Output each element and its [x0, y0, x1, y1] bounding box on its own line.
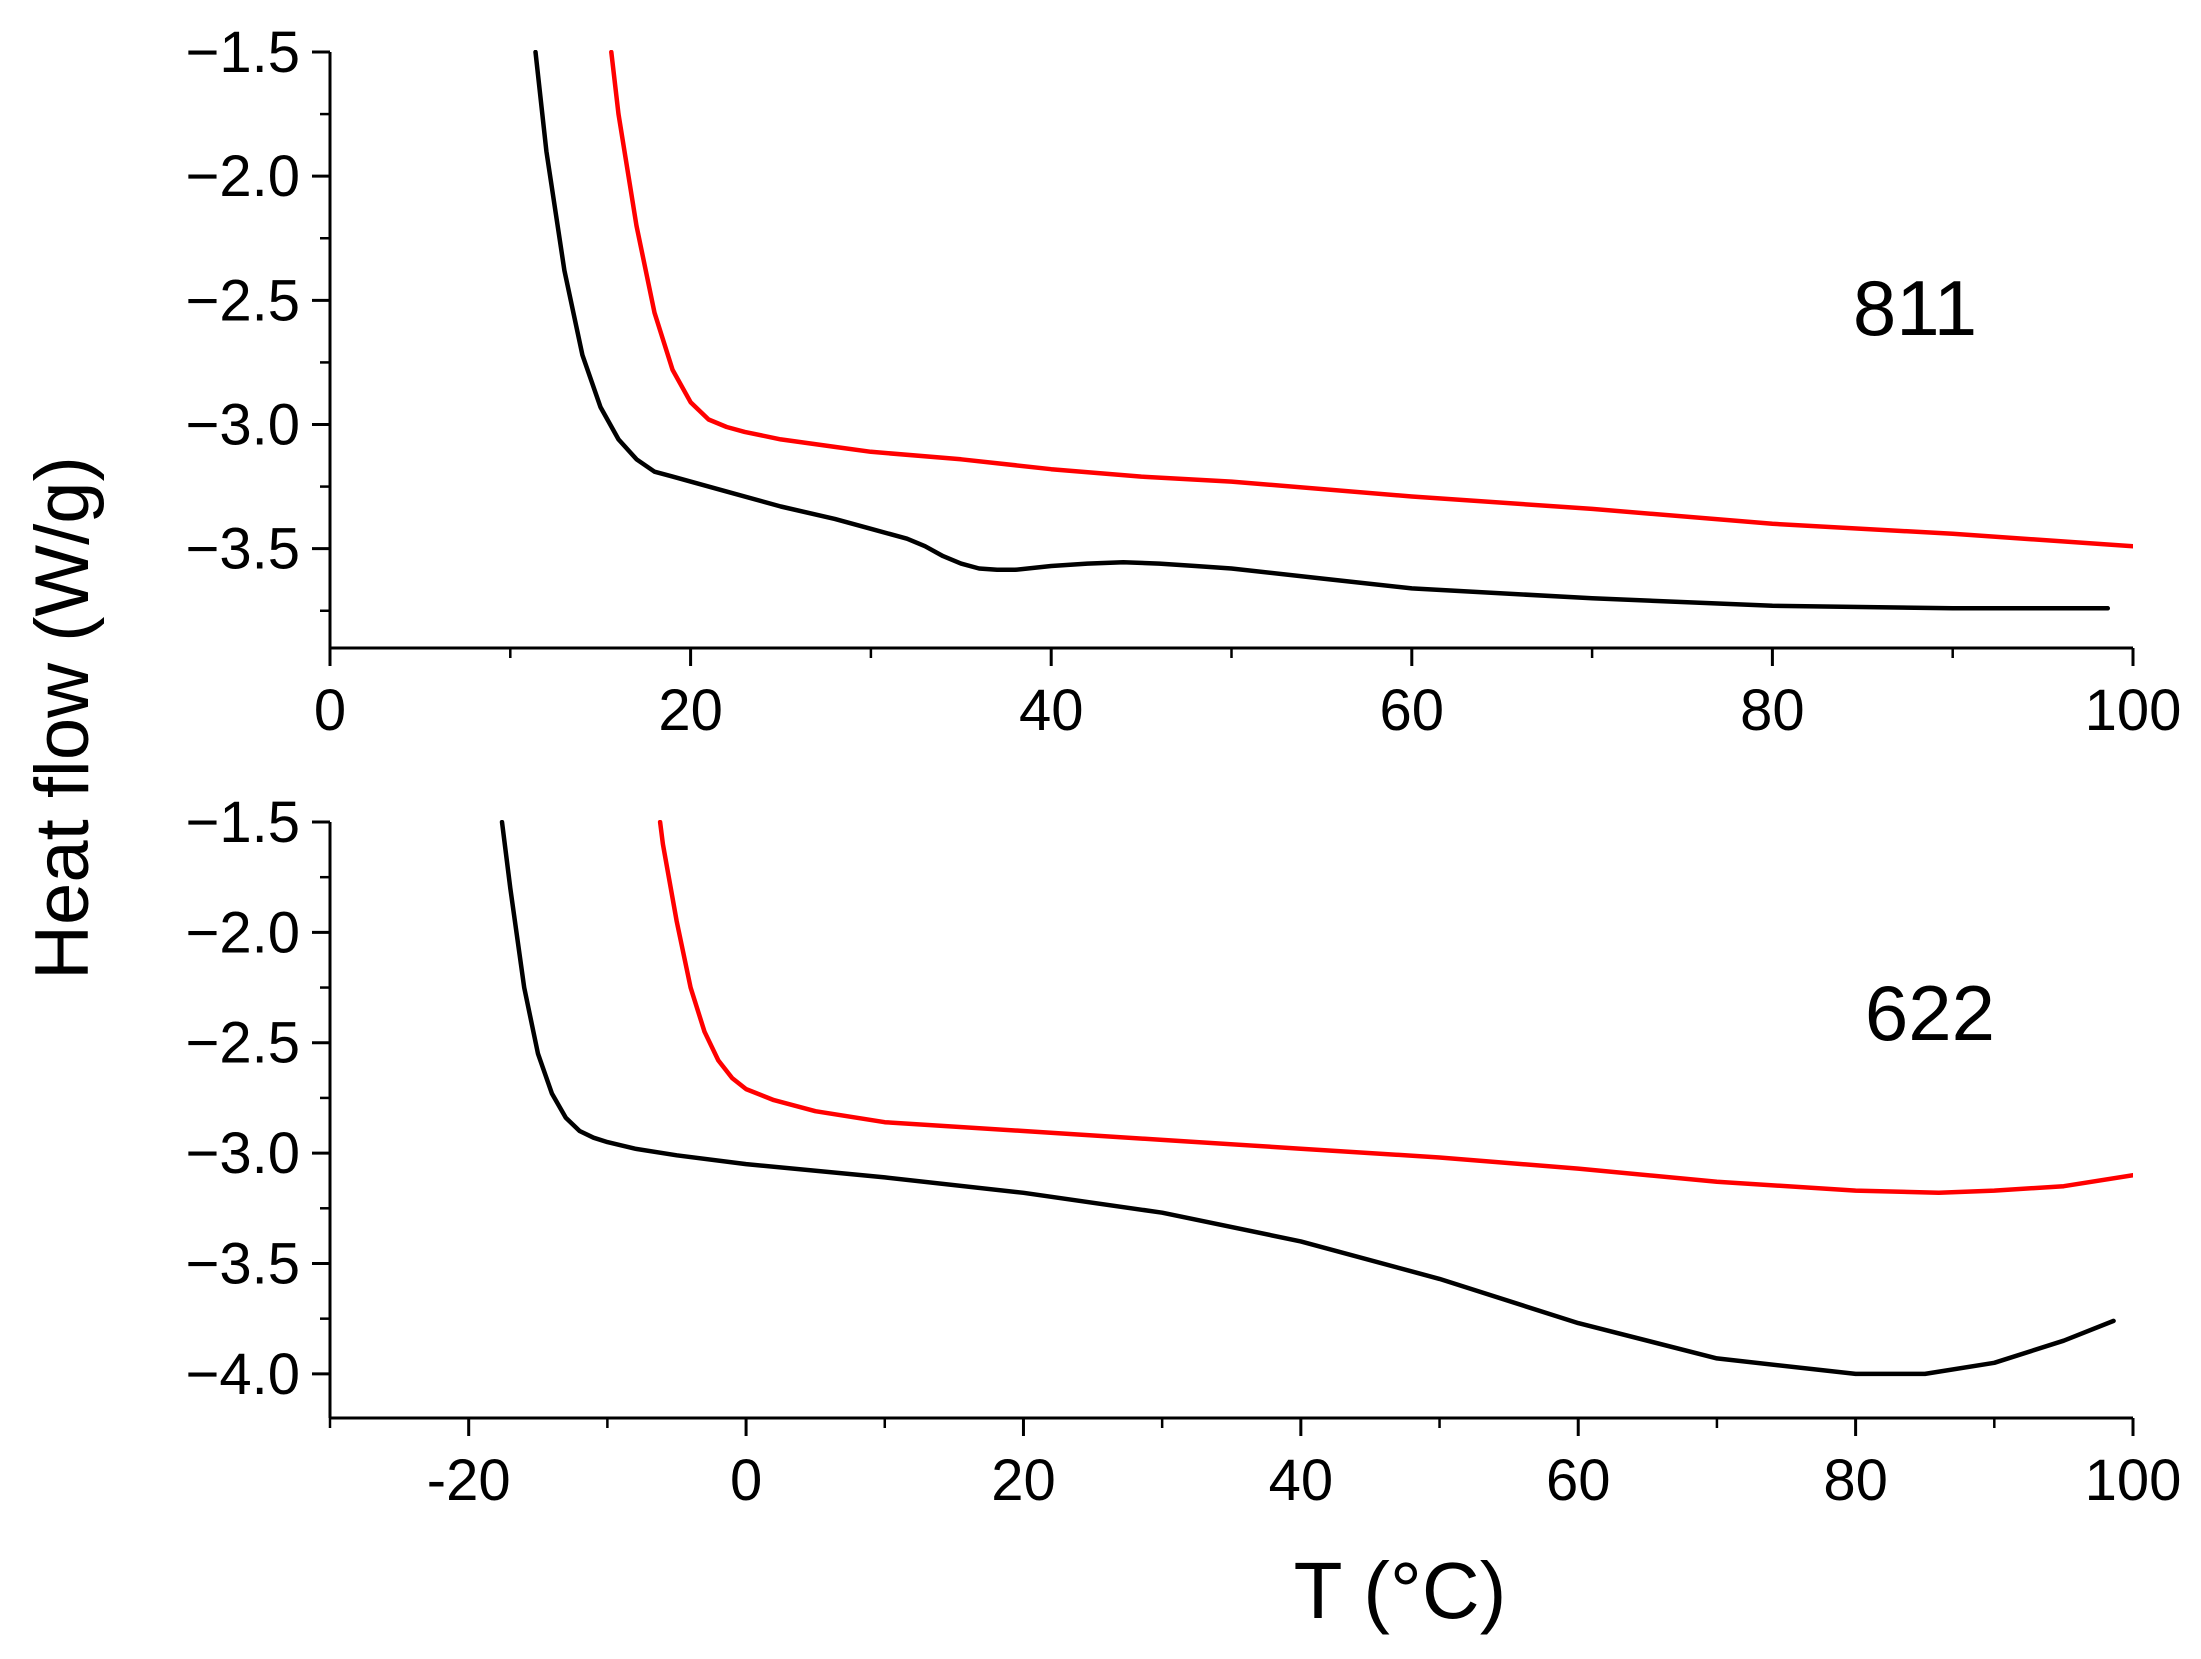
y-tick-label: −3.0 — [186, 393, 301, 458]
y-tick-label: −3.5 — [186, 517, 301, 582]
y-tick-label: −4.0 — [186, 1342, 301, 1407]
y-tick-label: −2.5 — [186, 1011, 301, 1076]
series-line-red — [657, 820, 2133, 1196]
x-tick-label: 80 — [1823, 1448, 1888, 1513]
panel-annotation: 622 — [1865, 969, 1995, 1057]
y-tick-label: −1.5 — [186, 790, 301, 855]
x-tick-label: 100 — [2085, 1448, 2182, 1513]
x-tick-label: 20 — [991, 1448, 1056, 1513]
panel-811: −1.5 −2.0 −2.5 −3.0 −3.5 0 20 40 60 80 100 811 — [186, 20, 2182, 743]
x-tick-label: 40 — [1269, 1448, 1334, 1513]
x-tick-label: 100 — [2085, 678, 2182, 743]
panel-622: −1.5 −2.0 −2.5 −3.0 −3.5 −4.0 -20 0 20 40 60 80 100 6… — [186, 790, 2182, 1513]
x-tick-label: 0 — [314, 678, 346, 743]
series-line-black — [499, 820, 2116, 1377]
y-axis-title: Heat flow (W/g) — [20, 456, 105, 980]
y-tick-label: −2.0 — [186, 144, 301, 209]
panel-annotation: 811 — [1853, 264, 1977, 352]
x-tick-label: 20 — [658, 678, 723, 743]
x-tick-label: 0 — [730, 1448, 762, 1513]
x-tick-label: 60 — [1546, 1448, 1611, 1513]
x-tick-label: 60 — [1380, 678, 1445, 743]
y-tick-label: −3.5 — [186, 1231, 301, 1296]
x-tick-label: 80 — [1740, 678, 1805, 743]
y-tick-label: −2.0 — [186, 900, 301, 965]
y-tick-label: −2.5 — [186, 268, 301, 333]
x-axis-title: T (°C) — [1294, 1546, 1507, 1635]
x-tick-label: -20 — [427, 1448, 511, 1513]
y-tick-label: −3.0 — [186, 1121, 301, 1186]
y-tick-label: −1.5 — [186, 20, 301, 85]
series-line-red — [609, 50, 2133, 549]
x-tick-label: 40 — [1019, 678, 1084, 743]
series-line-black — [533, 50, 2111, 611]
